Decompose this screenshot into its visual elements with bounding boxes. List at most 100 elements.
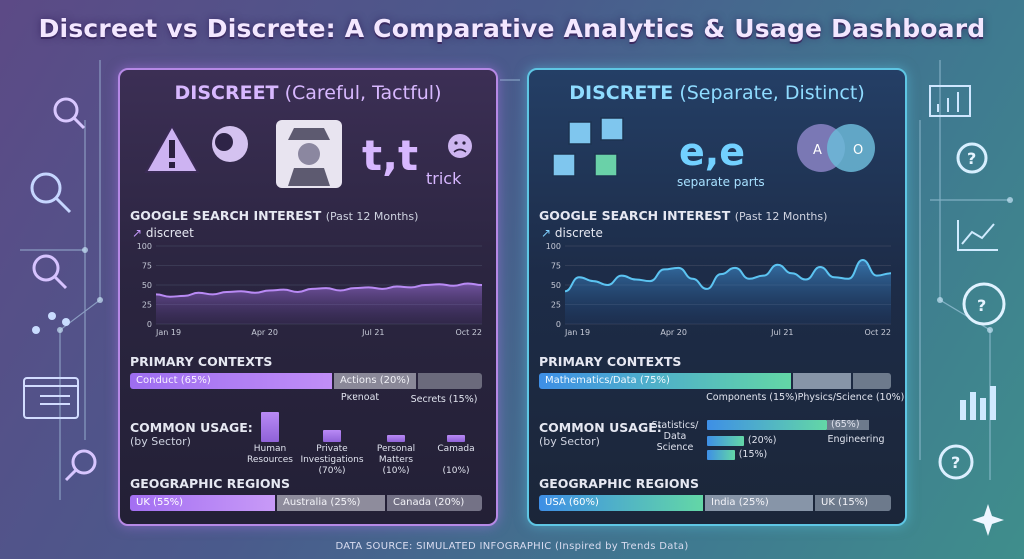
discrete-chart-y-tick: 100 (546, 242, 561, 251)
discreet-contexts-bar: Conduct (65%) Actions (20%) (130, 373, 482, 389)
discreet-chart-x-tick: Apr 20 (251, 328, 278, 337)
discrete-geo-heading: GEOGRAPHIC REGIONS (539, 476, 699, 491)
discrete-icons: e,e separate parts A O (552, 117, 875, 189)
geo-australia: Australia (25%) (277, 495, 385, 511)
spy-icon (276, 120, 342, 188)
discreet-legend: ↗ discreet (132, 226, 194, 240)
trick-text: trick (426, 169, 462, 188)
usage-bar (707, 420, 827, 430)
context-actions: Actions (20%) (334, 373, 416, 389)
discreet-icons: t,t trick (144, 120, 472, 188)
whisper-icon (212, 126, 248, 162)
separate-parts-text: separate parts (677, 175, 765, 189)
discrete-panel: DISCRETE (Separate, Distinct) e,e separa… (527, 68, 907, 526)
sparkle-icon (972, 504, 1004, 536)
question-large-icon (962, 282, 1006, 326)
usage-bar-track (827, 420, 869, 430)
discreet-chart-x-tick: Jan 19 (155, 328, 181, 337)
discrete-chart-y-tick: 50 (551, 281, 561, 290)
discrete-usage-sub: (by Sector) (539, 435, 600, 448)
discreet-contexts-heading: PRIMARY CONTEXTS (130, 354, 273, 369)
discrete-meaning: (Separate, Distinct) (679, 82, 865, 104)
discreet-legend-label: discreet (145, 226, 194, 240)
usage-label: Camada (437, 444, 475, 454)
geo-uk: UK (55%) (130, 495, 275, 511)
discreet-search-heading: GOOGLE SEARCH INTEREST (Past 12 Months) (130, 208, 419, 223)
geo-india: India (25%) (705, 495, 813, 511)
context-below-label: Pĸɐnoat (340, 392, 380, 403)
usage-engineering-label: Engineering (827, 434, 885, 445)
discreet-chart-series-line (155, 282, 483, 298)
geo-usa: USA (60%) (539, 495, 703, 511)
usage-bar (447, 435, 465, 442)
discrete-search-chart: 0 25 50 75 100 Jan 19 Apr 20 Jul 21 Oct 22 (546, 242, 892, 337)
context-physics-segment (853, 373, 891, 389)
sad-face-icon (448, 134, 472, 158)
discrete-word: DISCRETE (569, 82, 674, 104)
discreet-chart-y-tick: 75 (142, 262, 152, 271)
discrete-chart-series-line (564, 259, 892, 293)
data-source-footer: DATA SOURCE: SIMULATED INFOGRAPHIC (Insp… (335, 541, 689, 552)
discreet-geo-bar: UK (55%) Australia (25%) Canada (20%) (130, 495, 482, 511)
svg-text:?: ? (951, 453, 960, 472)
venn-icon: A O (797, 124, 875, 172)
question-icon (956, 142, 988, 174)
usage-bar (707, 436, 744, 446)
discrete-chart-area (565, 260, 891, 324)
svg-text:?: ? (967, 149, 976, 168)
trend-icon: ↗ (541, 226, 552, 240)
discreet-chart-y-tick: 0 (147, 320, 152, 329)
svg-text:?: ? (977, 296, 986, 315)
usage-bar (707, 450, 735, 460)
discrete-chart-y-tick: 75 (551, 262, 561, 271)
usage-pct: (10%) (382, 466, 410, 476)
tt-icon-text: t,t (362, 131, 418, 180)
discreet-usage-sub: (by Sector) (130, 435, 191, 448)
trend-icon: ↗ (132, 226, 143, 240)
line-chart-icon (957, 220, 998, 251)
discrete-panel-title: DISCRETE (Separate, Distinct) (529, 82, 905, 104)
discreet-search-chart: 0 25 50 75 100 Jan 19 Apr 20 Jul 21 Oct 22 (137, 242, 483, 337)
discreet-chart-y-tick: 25 (142, 301, 152, 310)
discrete-legend-label: discrete (554, 226, 603, 240)
discrete-legend: ↗ discrete (541, 226, 603, 240)
discreet-meaning: (Careful, Tactful) (284, 82, 442, 104)
discrete-search-heading: GOOGLE SEARCH INTEREST (Past 12 Months) (539, 208, 828, 223)
usage-label: Private Investigations (300, 444, 364, 465)
warning-icon (144, 123, 200, 173)
bars-icon (960, 386, 996, 420)
discreet-chart-y-tick: 50 (142, 281, 152, 290)
discrete-chart-y-tick: 25 (551, 301, 561, 310)
discreet-chart-x-tick: Oct 22 (455, 328, 482, 337)
usage-pct: (15%) (738, 449, 768, 460)
usage-bar (261, 412, 279, 442)
discreet-panel: DISCREET (Careful, Tactful) t,t trick GO… (118, 68, 498, 526)
context-physics-label: Physics/Science (10%) (797, 392, 905, 403)
usage-pct: (70%) (318, 466, 346, 476)
discrete-chart-x-tick: Jul 21 (770, 328, 793, 337)
ee-icon-text: e,e (679, 130, 745, 174)
browser-window-icon (23, 377, 79, 419)
cubes-icon (552, 117, 624, 177)
discrete-contexts-heading: PRIMARY CONTEXTS (539, 354, 682, 369)
discrete-contexts-bar: Mathematics/Data (75%) (539, 373, 891, 389)
discreet-chart-area (156, 283, 482, 324)
discreet-panel-title: DISCREET (Careful, Tactful) (120, 82, 496, 104)
usage-group-label: Statistics/ Data Science (651, 420, 699, 453)
discreet-chart-x-tick: Jul 21 (361, 328, 384, 337)
discreet-chart-y-tick: 100 (137, 242, 152, 251)
usage-bar (387, 434, 405, 442)
bar-chart-icon (929, 85, 971, 117)
svg-text:A: A (813, 143, 822, 158)
geo-uk-discrete: UK (15%) (815, 495, 891, 511)
discrete-geo-bar: USA (60%) India (25%) UK (15%) (539, 495, 891, 511)
context-components-label: Components (15%) (706, 392, 798, 403)
usage-bar (323, 430, 341, 442)
usage-pct: (20%) (747, 435, 777, 446)
usage-pct: (10%) (442, 466, 470, 476)
usage-pct: (65%) (831, 419, 860, 430)
network-icon (32, 312, 70, 334)
context-conduct: Conduct (65%) (130, 373, 332, 389)
usage-label: Human Resources (247, 444, 293, 465)
